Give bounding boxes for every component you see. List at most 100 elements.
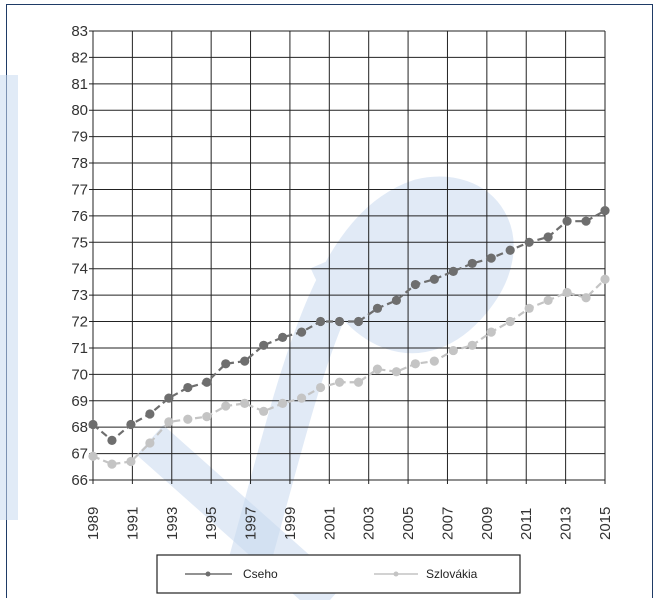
data-point-cseho: [372, 303, 383, 313]
legend-label-cseho: Cseho: [243, 567, 278, 581]
data-point-cseho: [278, 332, 288, 342]
data-point-szlovakia: [315, 382, 326, 393]
x-tick-label: 2005: [400, 507, 417, 540]
legend-marker-szlovakia: [393, 571, 399, 577]
data-point-szlovakia: [505, 316, 515, 327]
data-point-szlovakia: [543, 295, 553, 305]
y-tick-label: 81: [71, 76, 88, 93]
y-tick-label: 73: [71, 287, 88, 304]
x-tick-label: 1991: [124, 507, 141, 540]
data-point-cseho: [164, 393, 174, 403]
y-tick-label: 79: [71, 129, 88, 146]
y-tick-label: 72: [71, 314, 88, 331]
data-point-cseho: [315, 316, 326, 327]
data-point-szlovakia: [429, 356, 439, 366]
data-point-szlovakia: [202, 412, 212, 422]
data-point-szlovakia: [88, 451, 98, 461]
data-point-szlovakia: [581, 293, 591, 303]
series-line-szlovakia: [92, 278, 606, 466]
data-point-cseho: [467, 258, 477, 269]
series-layer: [88, 206, 610, 469]
data-point-szlovakia: [600, 274, 610, 284]
data-point-cseho: [429, 274, 439, 284]
x-tick-label: 1997: [243, 507, 260, 540]
x-tick-label: 1999: [282, 507, 299, 540]
data-point-szlovakia: [183, 414, 193, 424]
data-point-cseho: [600, 206, 610, 216]
x-tick-label: 2011: [518, 508, 535, 540]
data-point-cseho: [107, 435, 117, 445]
y-tick-label: 67: [71, 446, 88, 463]
y-tick-label: 77: [71, 181, 88, 198]
x-tick-label: 2001: [321, 507, 338, 540]
data-point-cseho: [240, 356, 250, 366]
data-point-szlovakia: [296, 393, 307, 403]
data-point-cseho: [524, 237, 534, 247]
y-tick-label: 82: [71, 49, 88, 66]
legend: Cseho Szlovákia: [156, 554, 521, 594]
data-point-cseho: [486, 253, 496, 263]
x-tick-label: 2009: [479, 507, 496, 540]
data-point-szlovakia: [221, 401, 231, 411]
y-axis-ticks: 66 67 68 69 70 71 72 73 74 75 76 77 78 79 80 81 82 83: [71, 23, 88, 489]
data-point-szlovakia: [448, 345, 458, 356]
x-tick-label: 2013: [558, 507, 575, 540]
data-point-szlovakia: [259, 406, 269, 416]
data-point-cseho: [126, 419, 136, 430]
y-tick-label: 68: [71, 419, 88, 436]
data-point-cseho: [581, 216, 591, 226]
x-axis-ticks: 1989 1991 1993 1995 1997 1999 2001 2003 2005 2007…: [85, 507, 614, 540]
data-point-szlovakia: [524, 303, 534, 313]
data-point-szlovakia: [372, 364, 383, 374]
data-point-cseho: [202, 377, 212, 387]
x-tick-label: 2015: [597, 507, 614, 540]
data-point-cseho: [259, 340, 269, 350]
data-point-cseho: [353, 316, 364, 327]
data-point-cseho: [505, 245, 515, 255]
y-tick-label: 71: [71, 340, 88, 357]
data-point-cseho: [183, 382, 193, 393]
data-point-cseho: [296, 327, 307, 337]
data-point-szlovakia: [353, 377, 364, 387]
data-point-cseho: [334, 316, 345, 327]
data-point-cseho: [221, 359, 231, 369]
legend-label-szlovakia: Szlovákia: [426, 567, 478, 581]
data-point-szlovakia: [126, 456, 136, 467]
data-point-szlovakia: [164, 417, 174, 427]
data-point-cseho: [88, 419, 98, 430]
data-point-szlovakia: [107, 459, 117, 469]
data-point-cseho: [543, 232, 553, 242]
y-tick-label: 76: [71, 208, 88, 225]
data-point-szlovakia: [562, 287, 572, 298]
x-tick-label: 2007: [439, 507, 456, 540]
y-tick-label: 70: [71, 366, 88, 383]
data-point-szlovakia: [240, 398, 250, 409]
y-tick-label: 66: [71, 472, 88, 489]
y-tick-label: 83: [71, 23, 88, 40]
data-point-szlovakia: [145, 438, 155, 448]
data-point-szlovakia: [391, 367, 402, 377]
data-point-cseho: [391, 295, 402, 305]
x-tick-label: 1993: [164, 507, 181, 540]
y-tick-label: 69: [71, 393, 88, 410]
x-tick-label: 1995: [203, 507, 220, 540]
data-point-szlovakia: [334, 377, 345, 387]
data-point-szlovakia: [467, 340, 477, 350]
y-tick-label: 78: [71, 155, 88, 172]
x-tick-label: 2003: [361, 507, 378, 540]
grid: [89, 30, 606, 484]
y-tick-label: 80: [71, 102, 88, 119]
x-tick-label: 1989: [85, 507, 102, 540]
y-tick-label: 74: [71, 261, 88, 278]
data-point-szlovakia: [486, 327, 496, 337]
data-point-szlovakia: [278, 398, 288, 409]
data-point-szlovakia: [410, 359, 420, 369]
data-point-cseho: [410, 279, 420, 290]
y-tick-label: 75: [71, 234, 88, 251]
data-point-cseho: [145, 409, 155, 419]
series-line-cseho: [92, 209, 606, 442]
legend-marker-cseho: [205, 571, 211, 577]
data-point-cseho: [448, 266, 458, 276]
data-point-cseho: [562, 216, 572, 226]
